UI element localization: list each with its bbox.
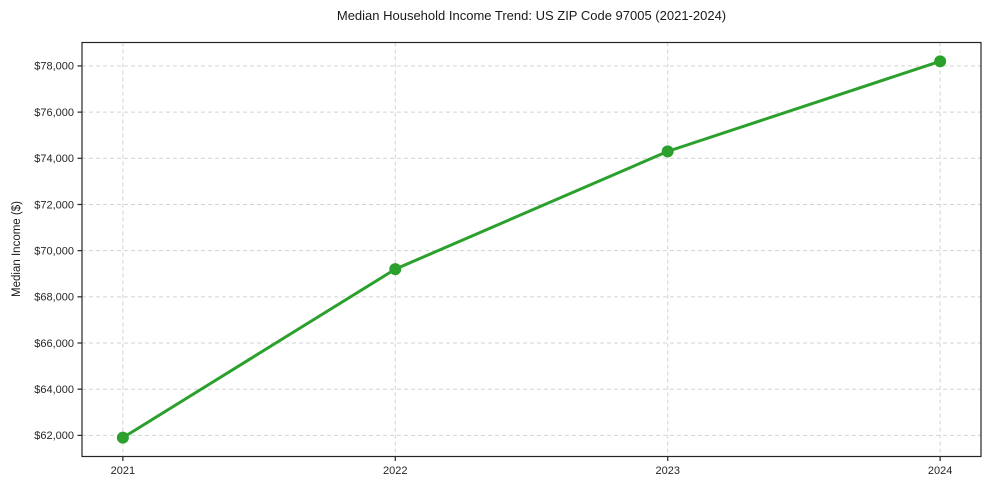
x-tick-label: 2024 [928,465,952,477]
trend-line [121,59,942,440]
y-tick-label: $74,000 [34,153,74,165]
y-tick-label: $76,000 [34,107,74,119]
y-tick-label: $62,000 [34,430,74,442]
y-tick-label: $70,000 [34,245,74,257]
chart-title: Median Household Income Trend: US ZIP Co… [336,8,727,23]
data-point-2022 [389,263,402,276]
y-tick-label: $72,000 [34,199,74,211]
x-tick-label: 2023 [655,465,679,477]
x-tick-label: 2022 [383,465,407,477]
y-tick-label: $66,000 [34,338,74,350]
y-tick-label: $78,000 [34,61,74,73]
plot-border [81,41,982,458]
data-point-2024 [934,55,947,68]
data-point-2023 [661,145,674,158]
y-tick-label: $68,000 [34,292,74,304]
y-tick-label: $64,000 [34,384,74,396]
x-tick-label: 2021 [111,465,135,477]
data-point-2021 [116,431,129,444]
